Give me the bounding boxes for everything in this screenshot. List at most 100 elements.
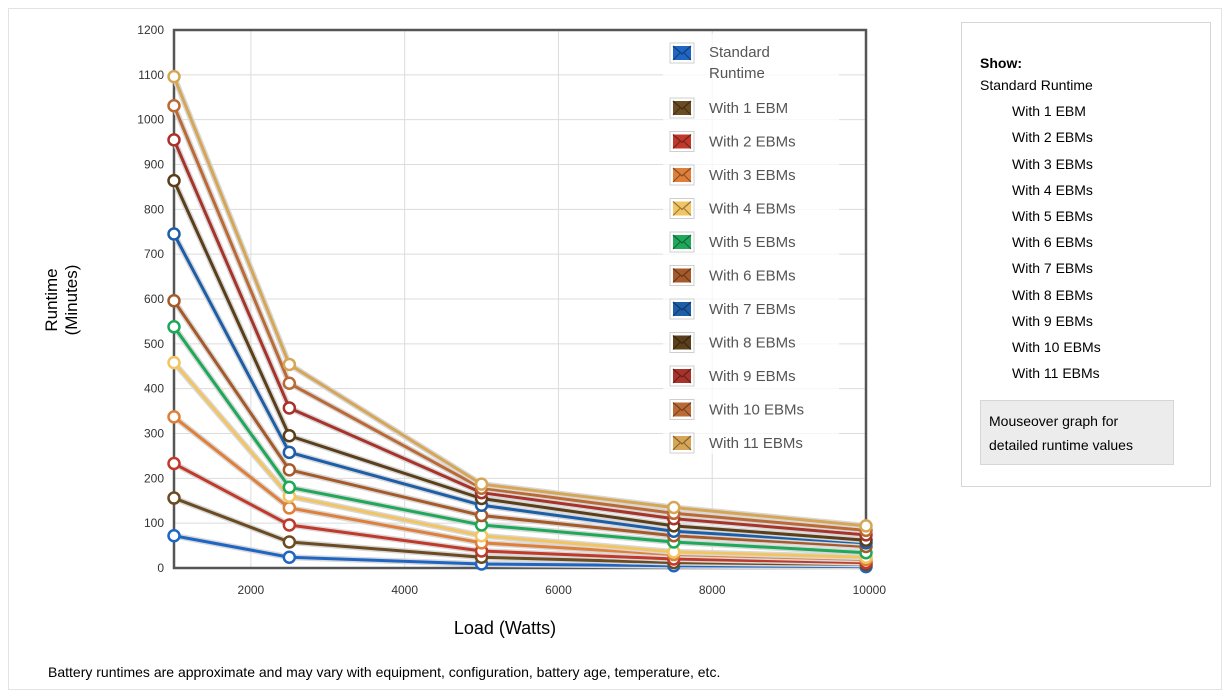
y-tick-label: 800 [144, 202, 164, 216]
y-axis-label-line2: (Minutes) [62, 264, 81, 336]
legend-swatch-mark [683, 375, 692, 384]
legend-item-4: With 4 EBMs [669, 198, 796, 219]
chart-frame [8, 8, 1222, 690]
data-point [859, 519, 873, 533]
data-point [282, 445, 297, 460]
y-tick-label: 300 [144, 427, 164, 441]
data-point [282, 480, 297, 495]
panel-title: Show: [980, 55, 1022, 71]
legend-label: Runtime [709, 65, 765, 82]
x-axis-label: Load (Watts) [453, 618, 557, 638]
data-point [167, 69, 181, 84]
data-point [282, 535, 297, 549]
toggle-with-4-ebms[interactable]: With 4 EBMs [1012, 181, 1093, 198]
legend-swatch-mark [672, 301, 692, 311]
legend-label: Standard [709, 44, 770, 61]
legend-swatch-mark [683, 409, 692, 417]
y-tick-label: 100 [144, 516, 164, 530]
legend-item-2: With 2 EBMs [669, 131, 796, 152]
toggle-with-5-ebms[interactable]: With 5 EBMs [1012, 208, 1093, 225]
data-point [167, 355, 181, 370]
legend-swatch-mark [672, 134, 692, 144]
legend-swatch-mark [672, 141, 681, 149]
data-point [167, 528, 181, 543]
legend-swatch-mark [683, 275, 692, 283]
toggle-with-7-ebms[interactable]: With 7 EBMs [1012, 260, 1093, 277]
series-2 [167, 456, 873, 570]
toggle-with-3-ebms[interactable]: With 3 EBMs [1012, 155, 1093, 172]
hint-line-2: detailed runtime values [989, 437, 1133, 453]
data-point [167, 410, 181, 424]
legend-swatch-mark [683, 208, 692, 216]
toggle-standard-runtime[interactable]: Standard Runtime [980, 77, 1093, 93]
legend-label: With 8 EBMs [709, 335, 796, 352]
legend-label: With 2 EBMs [709, 134, 796, 151]
legend-swatch-mark [672, 409, 681, 417]
legend-label: With 7 EBMs [709, 301, 796, 318]
runtime-chart[interactable]: 0 100 200 300 400 500 600 700 800 900 1000 1100 1200… [0, 0, 940, 640]
legend-swatch-mark [672, 208, 681, 216]
data-point [474, 528, 489, 543]
legend-swatch-mark [672, 308, 681, 317]
data-point [282, 376, 297, 391]
legend-swatch-mark [672, 201, 692, 211]
y-tick-label: 700 [144, 247, 164, 261]
legend-item-1: With 1 EBM [669, 97, 788, 119]
data-point [167, 491, 181, 505]
data-point [667, 500, 681, 515]
mouseover-hint: Mouseover graph for detailed runtime val… [980, 400, 1174, 465]
y-tick-label: 500 [144, 337, 164, 351]
legend-swatch-mark [672, 368, 692, 378]
legend-label: With 10 EBMs [709, 402, 804, 419]
toggle-with-8-ebms[interactable]: With 8 EBMs [1012, 286, 1093, 303]
x-tick-label: 2000 [238, 583, 265, 597]
y-tick-label: 1100 [138, 68, 164, 82]
legend-swatch-mark [683, 308, 692, 317]
legend-swatch-mark [672, 52, 681, 61]
toggle-with-2-ebms[interactable]: With 2 EBMs [1012, 129, 1093, 146]
legend-swatch-mark [672, 234, 692, 244]
legend-label: With 9 EBMs [709, 368, 796, 385]
toggle-with-6-ebms[interactable]: With 6 EBMs [1012, 234, 1093, 251]
y-tick-label: 1000 [137, 113, 164, 127]
data-point [167, 294, 181, 308]
toggle-with-11-ebms[interactable]: With 11 EBMs [1012, 365, 1100, 382]
legend-swatch-mark [683, 174, 692, 183]
y-tick-label: 200 [144, 471, 164, 485]
legend-item-10: With 10 EBMs [669, 399, 804, 420]
data-point [167, 99, 181, 113]
legend-item-3: With 3 EBMs [669, 164, 796, 186]
series-toggle-panel: Show: Standard Runtime With 1 EBM With 2… [961, 22, 1211, 487]
legend-item-11: With 11 EBMs [669, 432, 803, 454]
series-toggle-list: Standard Runtime With 1 EBM With 2 EBMs … [980, 72, 1101, 386]
x-tick-label: 10000 [853, 583, 887, 597]
series-4 [167, 355, 873, 564]
legend-swatch-mark [672, 241, 681, 250]
legend-swatch-mark [683, 107, 692, 116]
legend-swatch-mark [672, 375, 681, 384]
x-tick-label: 6000 [545, 583, 572, 597]
legend-swatch-mark [672, 100, 692, 110]
data-point [282, 401, 297, 415]
legend-swatch-mark [672, 167, 692, 177]
legend-item-9: With 9 EBMs [669, 365, 796, 387]
data-point [167, 173, 181, 188]
data-point [282, 428, 297, 443]
legend-label: With 11 EBMs [709, 435, 803, 452]
legend-label: With 3 EBMs [709, 167, 796, 184]
x-tick-label: 4000 [391, 583, 418, 597]
data-point [167, 227, 181, 241]
data-point [167, 320, 181, 334]
legend-item-8: With 8 EBMs [669, 332, 796, 353]
footnote: Battery runtimes are approximate and may… [48, 664, 721, 680]
y-tick-label: 1200 [137, 23, 164, 37]
toggle-with-9-ebms[interactable]: With 9 EBMs [1012, 312, 1093, 329]
toggle-with-1-ebm[interactable]: With 1 EBM [1012, 103, 1086, 120]
y-tick-label: 900 [144, 158, 164, 172]
legend-swatch-mark [683, 141, 692, 149]
data-point [282, 357, 297, 372]
toggle-with-10-ebms[interactable]: With 10 EBMs [1012, 339, 1101, 356]
data-point [474, 477, 489, 491]
data-point [282, 550, 297, 564]
x-tick-label: 8000 [699, 583, 726, 597]
